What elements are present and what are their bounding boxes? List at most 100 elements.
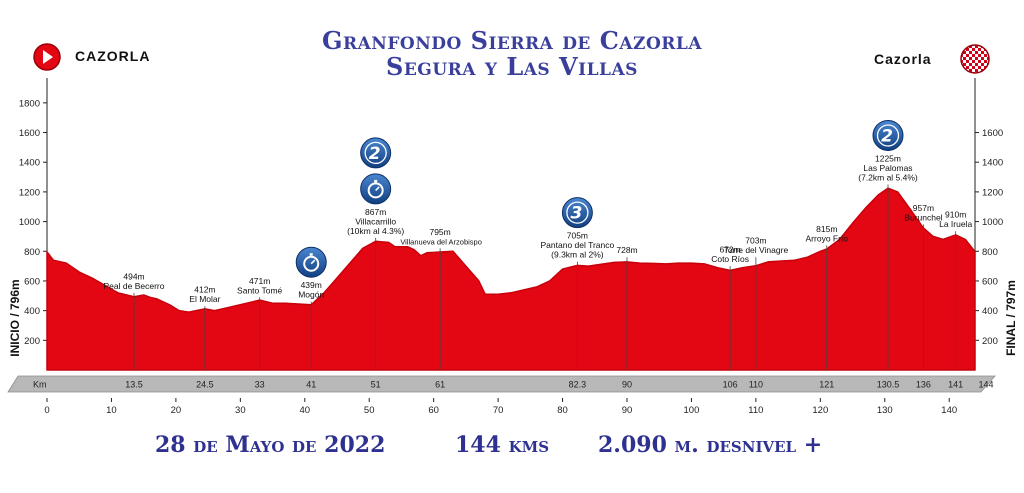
x-tick-label: 30: [235, 405, 246, 416]
stopwatch-crown: [309, 253, 313, 256]
km-bar-mark: 141: [948, 380, 963, 390]
x-tick-label: 110: [748, 405, 763, 416]
km-bar-mark: 24.5: [196, 380, 214, 390]
y-tick-label-left: 600: [24, 276, 40, 287]
elevation-profile-area: [46, 187, 976, 371]
climb-category-badge: 2: [360, 137, 392, 169]
km-bar-mark: 110: [749, 380, 763, 390]
x-tick-label: 70: [493, 405, 504, 416]
waypoint-label: 815m: [816, 224, 837, 234]
x-tick-label: 40: [299, 405, 310, 416]
y-tick-label-left: 400: [24, 306, 40, 317]
x-tick-label: 100: [684, 405, 700, 416]
km-bar-mark: 61: [435, 380, 445, 390]
race-climbing: 2.090 m. desnivel +: [598, 432, 823, 458]
x-tick-label: 80: [557, 405, 568, 416]
badge-disc: [360, 173, 392, 205]
timer-badge-icon: [295, 246, 327, 278]
waypoint-label: El Molar: [189, 294, 220, 304]
y-tick-label-left: 1400: [19, 158, 40, 169]
badge-disc: [295, 246, 327, 278]
climb-category-badge: 3: [561, 197, 593, 229]
y-tick-label-left: 800: [24, 247, 40, 258]
km-bar-mark: 144: [978, 380, 993, 390]
title-line-2: Segura y Las Villas: [386, 52, 638, 81]
waypoint-label: Villanueva del Arzobispo: [400, 237, 482, 246]
x-tick-label: 20: [171, 405, 182, 416]
waypoint-label: 867m: [365, 207, 386, 217]
left-axis-title: INICIO / 796m: [8, 279, 22, 356]
stopwatch-crown: [374, 179, 378, 183]
x-tick-label: 140: [941, 405, 957, 416]
y-tick-label-left: 1000: [19, 217, 40, 228]
km-bar-mark: 82.3: [569, 380, 587, 390]
timer-badge-icon: [360, 173, 392, 205]
x-tick-label: 90: [622, 405, 633, 416]
x-tick-label: 50: [364, 405, 375, 416]
waypoint-label: Villacarrillo: [355, 216, 396, 226]
waypoint-label: 795m: [429, 227, 450, 237]
waypoint-label: Peal de Becerro: [104, 281, 165, 291]
km-bar-mark: 41: [306, 380, 316, 390]
stopwatch-hand: [375, 186, 380, 191]
y-tick-label-right: 600: [982, 276, 998, 287]
waypoint-label: Arroyo Frío: [806, 233, 849, 243]
waypoint-label: 471m: [249, 276, 270, 286]
x-tick-label: 10: [106, 405, 117, 416]
x-tick-label: 130: [877, 405, 893, 416]
climb-category-label: 2: [369, 144, 381, 164]
km-bar-label: Km: [33, 380, 47, 390]
climb-category-badge: 2: [872, 119, 904, 151]
y-tick-label-right: 1600: [982, 128, 1003, 139]
y-tick-label-left: 1800: [19, 98, 40, 109]
km-bar-mark: 33: [255, 380, 265, 390]
y-tick-label-right: 1200: [982, 187, 1003, 198]
climb-category-label: 2: [881, 126, 893, 146]
waypoint-label: 728m: [616, 245, 637, 255]
race-date: 28 de Mayo de 2022: [155, 432, 386, 458]
waypoint-label: Mogón: [298, 290, 324, 300]
right-axis-title: FINAL / 797m: [1004, 280, 1018, 356]
y-tick-label-right: 800: [982, 247, 998, 258]
y-tick-label-left: 1200: [19, 187, 40, 198]
waypoint-label: La Iruela: [939, 219, 972, 229]
km-bar: [7, 375, 996, 393]
y-tick-label-left: 200: [24, 336, 40, 347]
km-bar-mark: 136: [916, 380, 931, 390]
waypoint-label: 494m: [123, 271, 144, 281]
waypoint-label: 1225m: [875, 153, 901, 163]
x-tick-label: 0: [44, 405, 49, 416]
finish-flag-icon: [960, 44, 990, 74]
y-tick-label-right: 400: [982, 306, 998, 317]
km-bar-mark: 90: [622, 380, 632, 390]
title-line-1: Granfondo Sierra de Cazorla: [321, 26, 703, 55]
y-tick-label-right: 1000: [982, 217, 1003, 228]
waypoint-label: 957m: [913, 203, 934, 213]
stopwatch-dial: [303, 255, 320, 272]
waypoint-label: Las Palomas: [863, 163, 912, 173]
race-distance: 144 kms: [455, 432, 550, 458]
start-town-label: CAZORLA: [75, 48, 151, 64]
waypoint-label: 439m: [301, 280, 322, 290]
race-summary: 28 de Mayo de 2022 144 kms 2.090 m. desn…: [0, 432, 1024, 464]
x-tick-label: 60: [428, 405, 439, 416]
stopwatch-hand: [310, 259, 316, 265]
waypoint-label: (7.2km al 5.4%): [858, 172, 918, 182]
waypoint-label: Burunchel: [904, 213, 942, 223]
waypoint-label: Pantano del Tranco: [541, 240, 615, 250]
waypoint-label: (10km al 4.3%): [347, 226, 404, 236]
climb-category-label: 3: [570, 204, 582, 224]
y-tick-label-left: 1600: [19, 128, 40, 139]
waypoint-label: 910m: [945, 210, 966, 220]
waypoint-label: 703m: [745, 236, 766, 246]
badge-ring: [876, 124, 900, 147]
badge-ring: [364, 141, 387, 165]
waypoint-label: (9.3km al 2%): [551, 250, 604, 260]
waypoint-label: Santo Tomé: [237, 285, 282, 295]
y-tick-label-right: 1400: [982, 158, 1003, 169]
km-bar-mark: 51: [371, 380, 381, 390]
start-icon: [33, 43, 61, 71]
x-tick-label: 120: [812, 405, 828, 416]
waypoint-label: Coto Ríos: [711, 254, 749, 264]
